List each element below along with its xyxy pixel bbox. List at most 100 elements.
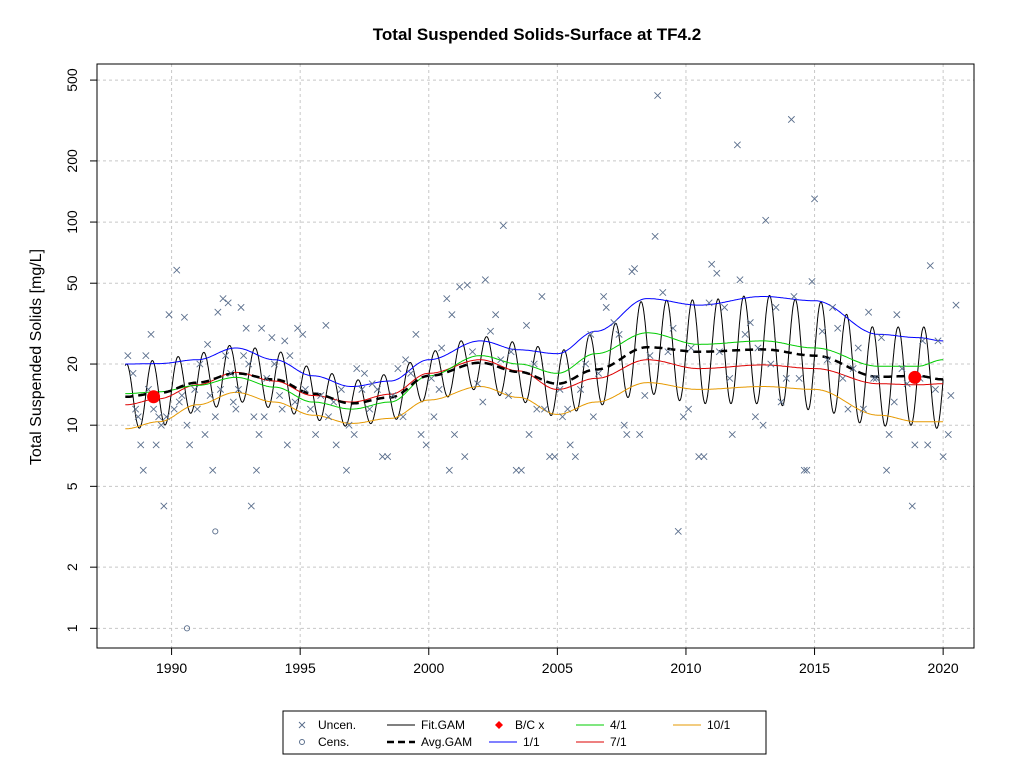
- uncensored-point: [659, 288, 667, 297]
- x-tick-label: 1995: [285, 660, 316, 676]
- uncensored-point: [564, 405, 572, 413]
- legend-symbol-1: [299, 739, 305, 745]
- y-tick-label: 5: [64, 482, 80, 490]
- x-tick-label: 2020: [928, 660, 959, 676]
- uncensored-point: [512, 466, 520, 474]
- uncensored-point: [332, 441, 340, 449]
- y-tick-label: 100: [64, 210, 80, 234]
- uncensored-point: [497, 356, 505, 364]
- uncensored-point: [209, 466, 217, 474]
- x-tick-label: 2005: [542, 660, 573, 676]
- uncensored-point: [700, 453, 708, 461]
- uncensored-point: [229, 398, 237, 406]
- plot-frame: [96, 63, 975, 649]
- uncensored-point: [132, 405, 140, 413]
- uncensored-point: [378, 453, 386, 461]
- uncensored-point: [687, 344, 695, 352]
- y-axis-label: Total Suspended Solids [mg/L]: [28, 249, 45, 465]
- uncensored-point: [160, 502, 168, 510]
- uncensored-point: [602, 303, 610, 311]
- uncensored-point: [124, 352, 132, 360]
- chart-title: Total Suspended Solids-Surface at TF4.2: [373, 25, 701, 44]
- uncensored-point: [211, 413, 219, 421]
- uncensored-point: [924, 441, 932, 449]
- uncensored-point: [782, 374, 790, 382]
- uncensored-point: [777, 398, 785, 406]
- uncensored-point: [201, 430, 209, 439]
- uncensored-point: [679, 413, 687, 421]
- uncensored-point: [150, 405, 158, 413]
- uncensored-point: [283, 441, 291, 449]
- uncensored-point: [422, 441, 430, 449]
- uncensored-point: [811, 195, 819, 203]
- uncensored-point: [222, 352, 230, 360]
- uncensored-point: [402, 356, 410, 364]
- uncensored-point: [834, 324, 842, 332]
- bc-point: [908, 370, 922, 384]
- uncensored-point: [726, 374, 734, 382]
- uncensored-point: [695, 453, 703, 461]
- uncensored-point: [299, 330, 307, 338]
- uncensored-point: [589, 413, 597, 421]
- uncensored-point: [268, 334, 276, 342]
- uncensored-point: [342, 466, 350, 474]
- uncensored-point: [762, 216, 770, 224]
- uncensored-point: [219, 295, 227, 303]
- bc-point: [147, 390, 161, 404]
- axes-layer: 1990 1995 2000 2005 2010 2015 2020 1 2 5 10 20 50 100…: [64, 68, 959, 676]
- uncensored-point: [247, 502, 255, 510]
- uncensored-point: [250, 413, 258, 421]
- uncensored-point: [412, 330, 420, 338]
- uncensored-point: [790, 292, 798, 301]
- uncensored-point: [507, 348, 515, 356]
- uncensored-point: [337, 385, 345, 393]
- series-layer: [124, 294, 944, 430]
- x-tick-label: 2010: [670, 660, 701, 676]
- x-tick-label: 2000: [413, 660, 444, 676]
- uncensored-point: [582, 360, 590, 368]
- uncensored-point: [669, 324, 677, 332]
- uncensored-point: [479, 398, 487, 406]
- uncensored-point: [551, 453, 559, 461]
- uncensored-point: [330, 398, 338, 406]
- uncensored-point: [206, 391, 214, 400]
- uncensored-point: [533, 405, 541, 413]
- line-4-1: [125, 332, 944, 410]
- uncensored-point: [430, 413, 438, 421]
- uncensored-point: [646, 352, 654, 360]
- uncensored-point: [157, 421, 165, 429]
- uncensored-point: [952, 301, 960, 309]
- legend-label-3: Avg.GAM: [421, 735, 472, 749]
- uncensored-point: [844, 405, 852, 413]
- uncensored-point: [636, 430, 644, 439]
- uncensored-point: [417, 430, 425, 439]
- uncensored-point: [908, 502, 916, 510]
- uncensored-point: [324, 413, 332, 421]
- uncensored-point: [746, 319, 754, 327]
- uncensored-point: [178, 391, 186, 400]
- uncensored-point: [641, 391, 649, 400]
- uncensored-point: [931, 385, 939, 393]
- uncensored-point: [137, 441, 145, 449]
- uncensored-point: [463, 281, 471, 289]
- uncensored-point: [214, 308, 222, 316]
- line-1-1: [125, 296, 944, 387]
- uncensored-point: [312, 430, 320, 439]
- uncensored-point: [540, 405, 549, 413]
- uncensored-point: [165, 311, 173, 319]
- points-layer: [124, 91, 960, 632]
- uncensored-point: [885, 430, 893, 439]
- uncensored-point: [803, 466, 811, 474]
- uncensored-point: [366, 405, 374, 413]
- uncensored-point: [911, 441, 919, 449]
- uncensored-point: [448, 311, 456, 319]
- uncensored-point: [944, 430, 952, 439]
- uncensored-point: [317, 391, 325, 400]
- uncensored-point: [721, 303, 729, 311]
- uncensored-point: [350, 430, 358, 439]
- uncensored-point: [522, 321, 531, 329]
- uncensored-point: [615, 330, 623, 338]
- legend: Uncen. Cens. Fit.GAM Avg.GAM B/C x 1/1 4/1 7/1 1…: [282, 710, 767, 755]
- uncensored-point: [394, 365, 402, 373]
